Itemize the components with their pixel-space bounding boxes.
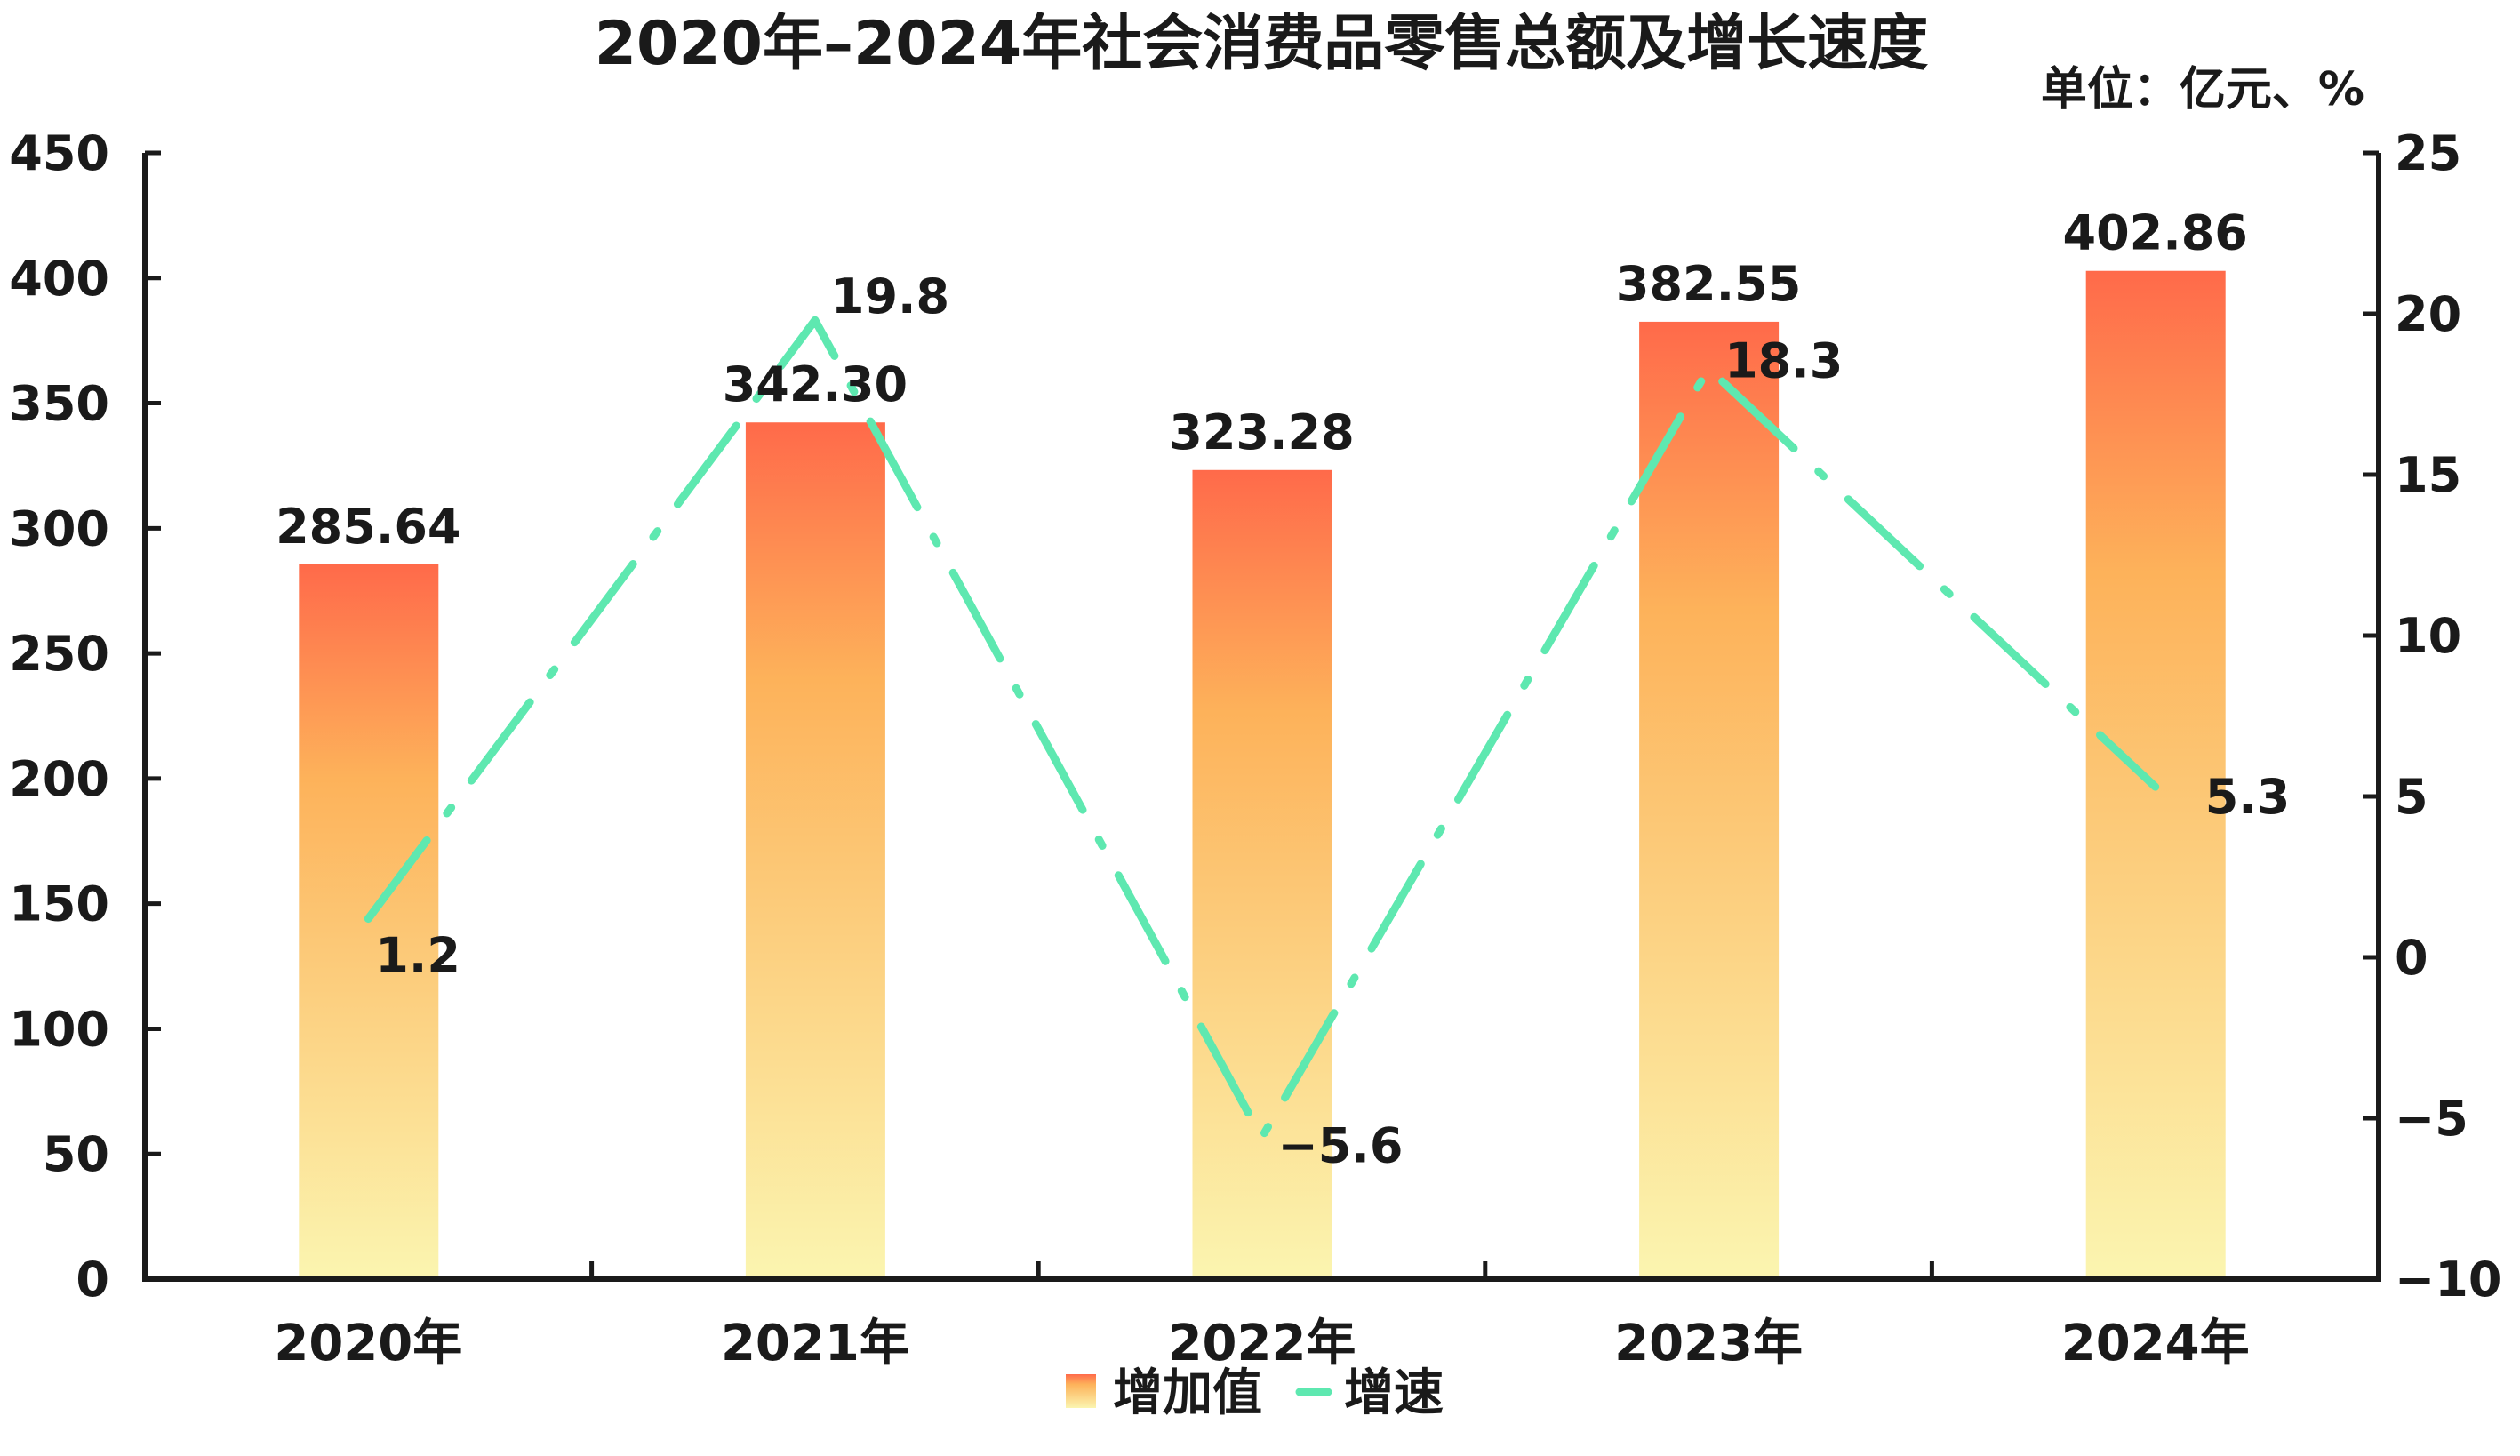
x-tick-label: 2020年 [274, 1315, 462, 1372]
right-tick-label: 5 [2395, 769, 2428, 825]
x-tick-label: 2023年 [1614, 1315, 1803, 1372]
bar-value-label: 285.64 [276, 499, 460, 555]
left-tick-label: 250 [9, 626, 109, 682]
right-tick-label: 25 [2395, 125, 2461, 181]
left-tick-label: 300 [9, 500, 109, 556]
bar [2085, 270, 2226, 1279]
left-tick-label: 50 [43, 1126, 109, 1182]
growth-line [364, 316, 2160, 1142]
left-tick-label: 0 [76, 1252, 109, 1308]
right-tick-label: −10 [2395, 1252, 2501, 1308]
growth-value-label: 18.3 [1724, 333, 1843, 389]
left-tick-label: 150 [9, 876, 109, 932]
legend-bar-swatch [1066, 1374, 1096, 1408]
bar-value-label: 323.28 [1169, 404, 1354, 460]
legend-bar-label: 增加值 [1113, 1364, 1262, 1422]
left-tick-label: 350 [9, 376, 109, 432]
legend-line-label: 增速 [1344, 1364, 1444, 1422]
bar [745, 422, 885, 1279]
growth-value-label: 1.2 [375, 928, 460, 984]
right-tick-label: −5 [2395, 1091, 2468, 1147]
growth-value-label: −5.6 [1278, 1118, 1404, 1174]
growth-value-label: 19.8 [831, 268, 949, 324]
left-tick-label: 100 [9, 1001, 109, 1057]
right-tick-label: 10 [2395, 608, 2461, 664]
bar-value-label: 402.86 [2063, 205, 2248, 261]
left-tick-label: 200 [9, 751, 109, 807]
chart-title: 2020年–2024年社会消费品零售总额及增长速度 [595, 9, 1929, 79]
right-tick-label: 15 [2395, 447, 2461, 503]
bar [1192, 469, 1332, 1279]
bar [1639, 321, 1780, 1280]
x-tick-label: 2022年 [1168, 1315, 1356, 1372]
growth-value-label: 5.3 [2205, 769, 2291, 825]
right-tick-label: 20 [2395, 286, 2461, 342]
left-tick-label: 450 [9, 125, 109, 181]
bar-value-label: 382.55 [1616, 256, 1801, 312]
unit-label: 单位：亿元、% [2041, 63, 2364, 116]
left-tick-label: 400 [9, 251, 109, 307]
right-tick-label: 0 [2395, 930, 2428, 986]
x-tick-label: 2021年 [721, 1315, 909, 1372]
legend: 增加值 增速 [1066, 1364, 1444, 1422]
bar-value-label: 342.30 [723, 356, 908, 412]
x-tick-label: 2024年 [2061, 1315, 2250, 1372]
